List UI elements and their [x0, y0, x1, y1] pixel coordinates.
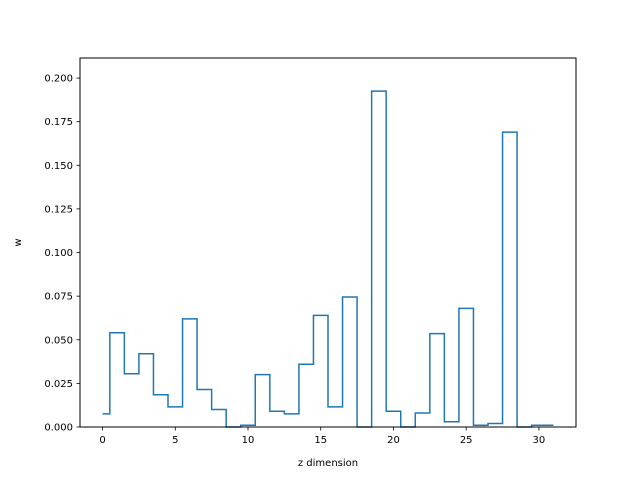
y-tick-label: 0.050: [44, 335, 73, 346]
y-tick-label: 0.025: [44, 379, 73, 390]
x-tick-label: 25: [460, 435, 473, 446]
step-series-line: [102, 90, 554, 428]
x-tick-label: 30: [533, 435, 546, 446]
axes-frame: [79, 57, 577, 428]
y-tick-label: 0.150: [44, 161, 73, 172]
y-tick-label: 0.125: [44, 204, 73, 215]
y-tick-label: 0.175: [44, 117, 73, 128]
x-tick-label: 0: [99, 435, 105, 446]
x-tick-label: 5: [172, 435, 178, 446]
x-tick-label: 10: [242, 435, 255, 446]
y-axis-ticks: 0.000 0.025 0.050 0.075 0.100 0.125 0.150 0.175…: [44, 74, 80, 434]
plot-area: [102, 90, 554, 428]
y-tick-label: 0.075: [44, 292, 73, 303]
x-axis-label: z dimension: [298, 458, 358, 469]
y-tick-label: 0.000: [44, 423, 73, 434]
x-tick-label: 15: [314, 435, 327, 446]
x-tick-label: 20: [387, 435, 400, 446]
y-tick-label: 0.100: [44, 248, 73, 259]
x-axis-ticks: 0 5 10 15 20 25 30: [99, 427, 545, 446]
y-axis-label: w: [13, 238, 24, 246]
y-tick-label: 0.200: [44, 74, 73, 85]
